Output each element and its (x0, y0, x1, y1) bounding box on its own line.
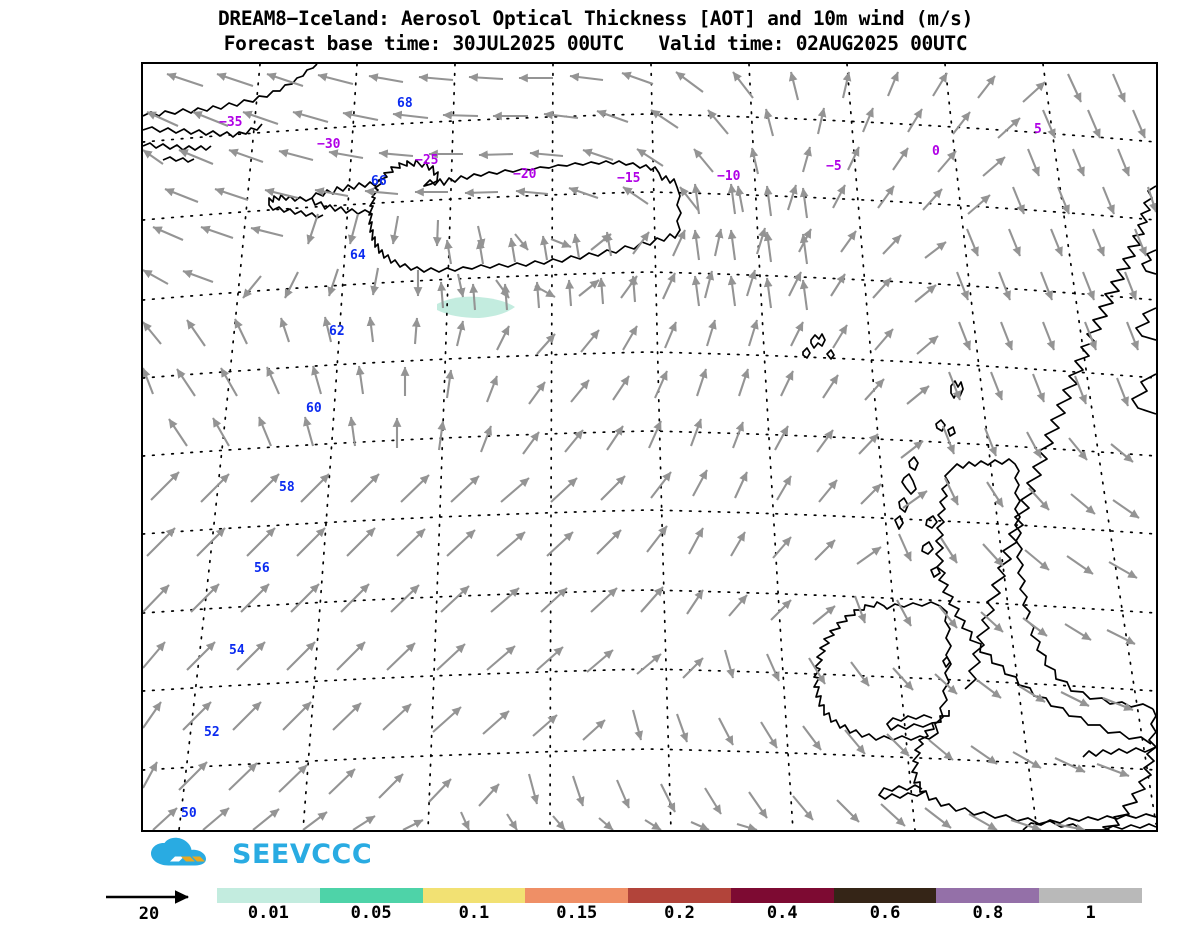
wind-reference-label: 20 (138, 904, 160, 924)
colorbar-segment (422, 888, 526, 903)
colorbar-segment (730, 888, 834, 903)
colorbar-tick-label: 0.05 (350, 903, 392, 923)
map-panel[interactable]: 50 52 54 56 58 60 62 64 66 68 −35 −30 −2… (141, 62, 1158, 832)
chart-title-block: DREAM8−Iceland: Aerosol Optical Thicknes… (0, 6, 1191, 56)
colorbar-segment (1039, 888, 1143, 903)
chart-title-line-2: Forecast base time: 30JUL2025 00UTC Vali… (223, 32, 968, 55)
cloud-icon (151, 837, 206, 866)
colorbar-tick-label: 1 (1085, 903, 1096, 923)
colorbar-segment (936, 888, 1040, 903)
aot-shading-layer (437, 296, 515, 318)
colorbar-segment (628, 888, 731, 903)
seevccc-logo: SEEVCCC (148, 836, 372, 872)
colorbar-segment (833, 888, 937, 903)
aot-colorbar-labels: 0.01 0.05 0.1 0.15 0.2 0.4 0.6 0.8 1 (217, 903, 1142, 927)
coastline-layer (143, 64, 1156, 830)
colorbar-segment (525, 888, 629, 903)
aot-colorbar[interactable] (217, 888, 1143, 903)
chart-title-line-1: DREAM8−Iceland: Aerosol Optical Thicknes… (217, 7, 974, 30)
wind-arrow-icon (106, 890, 190, 904)
graticule-layer (143, 64, 1156, 830)
seevccc-logo-text: SEEVCCC (232, 838, 373, 870)
colorbar-tick-label: 0.2 (664, 903, 695, 923)
colorbar-tick-label: 0.8 (972, 903, 1004, 923)
colorbar-segment (319, 888, 423, 903)
colorbar-tick-label: 0.6 (869, 903, 901, 923)
colorbar-tick-label: 0.1 (458, 903, 490, 923)
colorbar-tick-label: 0.4 (766, 903, 798, 923)
wind-reference-arrow: 20 (104, 886, 204, 926)
wind-vector-layer (143, 71, 1156, 830)
colorbar-segment (217, 888, 320, 903)
colorbar-tick-label: 0.15 (556, 903, 598, 923)
colorbar-tick-label: 0.01 (247, 903, 289, 923)
map-graphics (143, 64, 1156, 830)
